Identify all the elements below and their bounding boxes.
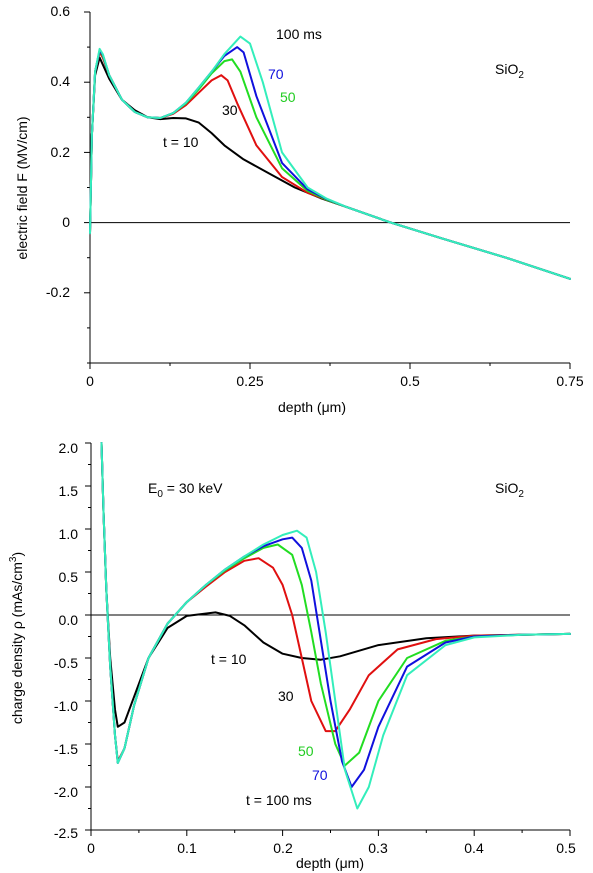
series-line-2-1: [100, 442, 571, 728]
y-tick-label: 0.0: [59, 612, 79, 628]
series-line-1-1: [89, 56, 571, 280]
y-tick-label: -0.5: [54, 655, 78, 671]
series-label-70: 70: [312, 767, 328, 783]
x-tick-label: 0: [86, 373, 94, 389]
electric-field-panel: 0.6 0.4 0.2 0 -0.2 0 0.25 0.5 0.75 depth…: [14, 3, 584, 415]
series-label-100ms: 100 ms: [276, 26, 322, 42]
series-label-30: 30: [278, 688, 294, 704]
x-tick-label: 0.5: [556, 840, 576, 856]
x-tick-label: 0.2: [273, 840, 293, 856]
y-tick-label: -1.0: [54, 698, 78, 714]
series-label-70: 70: [268, 66, 284, 82]
y-tick-label: 1.0: [59, 526, 79, 542]
y-tick-label: -0.2: [46, 284, 70, 300]
y-tick-label: 0: [62, 214, 70, 230]
series-label-t100: t = 100 ms: [246, 792, 312, 808]
series-line-1-3: [89, 49, 571, 280]
x-tick-label: 0.4: [464, 840, 484, 856]
y-tick-label: 0.6: [51, 3, 71, 19]
y-tick-label: 0.2: [51, 144, 71, 160]
x-axis-label: depth (μm): [296, 855, 364, 871]
y-tick-label: 2.0: [59, 440, 79, 456]
series-label-50: 50: [280, 89, 296, 105]
x-tick-label: 0.3: [368, 840, 388, 856]
x-axis-label: depth (μm): [278, 399, 346, 415]
series-line-2-5: [100, 442, 571, 810]
material-label: SiO2: [495, 61, 524, 81]
y-tick-label: -1.5: [54, 741, 78, 757]
x-tick-label: 0.25: [236, 373, 263, 389]
y-tick-label: 0.4: [51, 73, 71, 89]
y-tick-label: -2.0: [54, 784, 78, 800]
series-label-t10: t = 10: [211, 651, 247, 667]
y-tick-label: 0.5: [59, 569, 79, 585]
series-label-t10: t = 10: [163, 134, 199, 150]
x-tick-label: 0.1: [177, 840, 197, 856]
y-tick-label: -2.5: [54, 825, 78, 841]
y-axis-label: electric field F (MV/cm): [14, 116, 30, 259]
series-line-1-5: [89, 35, 571, 280]
series-line-1-2: [89, 51, 571, 280]
x-tick-label: 0.75: [556, 373, 583, 389]
series-label-50: 50: [298, 743, 314, 759]
y-tick-label: 1.5: [59, 483, 79, 499]
x-tick-label: 0.5: [400, 373, 420, 389]
charge-density-panel: 2.0 1.5 1.0 0.5 0.0 -0.5 -1.0 -1.5 -2.0 …: [8, 440, 576, 871]
energy-label: E0 = 30 keV: [148, 480, 223, 500]
x-tick-label: 0: [87, 840, 95, 856]
series-label-30: 30: [222, 102, 238, 118]
material-label: SiO2: [495, 480, 524, 500]
series-line-1-4: [89, 46, 571, 280]
y-axis-label: charge density ρ (mAs/cm3): [8, 552, 25, 724]
